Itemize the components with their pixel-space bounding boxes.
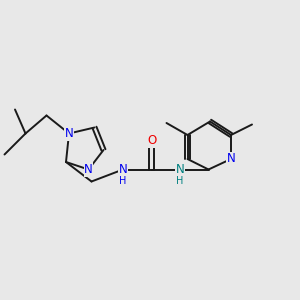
Text: N: N (176, 163, 184, 176)
Text: H: H (119, 176, 127, 186)
Text: O: O (147, 134, 156, 148)
Text: H: H (176, 176, 184, 186)
Text: N: N (226, 152, 236, 166)
Text: N: N (84, 163, 93, 176)
Text: N: N (64, 127, 74, 140)
Text: N: N (118, 163, 127, 176)
